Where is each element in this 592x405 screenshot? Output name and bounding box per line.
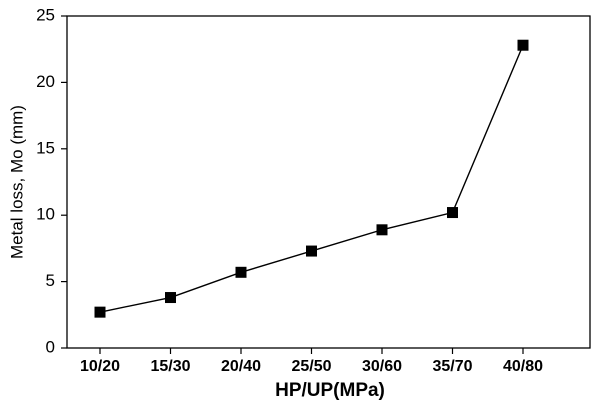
data-point [235,266,247,278]
data-point [94,306,106,318]
x-tick-label: 30/60 [362,358,402,375]
data-point [517,39,529,51]
y-tick-label: 25 [36,5,55,24]
x-tick-label: 10/20 [80,358,120,375]
x-tick-label: 15/30 [150,358,190,375]
y-tick-label: 10 [36,205,55,224]
data-point [165,292,176,304]
y-tick-label: 15 [36,138,55,157]
y-tick-label: 20 [36,72,55,91]
x-axis-label: HP/UP(MPa) [275,380,385,401]
data-point [306,245,317,257]
y-axis-label: Metal loss, Mo (mm) [7,105,26,259]
x-tick-label: 35/70 [432,358,472,375]
y-tick-label: 0 [46,337,55,356]
y-tick-label: 5 [46,271,55,290]
data-point [447,207,458,219]
plot-frame [66,15,591,349]
data-line [99,44,524,313]
data-point [376,224,388,236]
x-tick-label: 25/50 [291,358,331,375]
x-tick-label: 40/80 [503,358,543,375]
x-tick-label: 20/40 [221,358,261,375]
